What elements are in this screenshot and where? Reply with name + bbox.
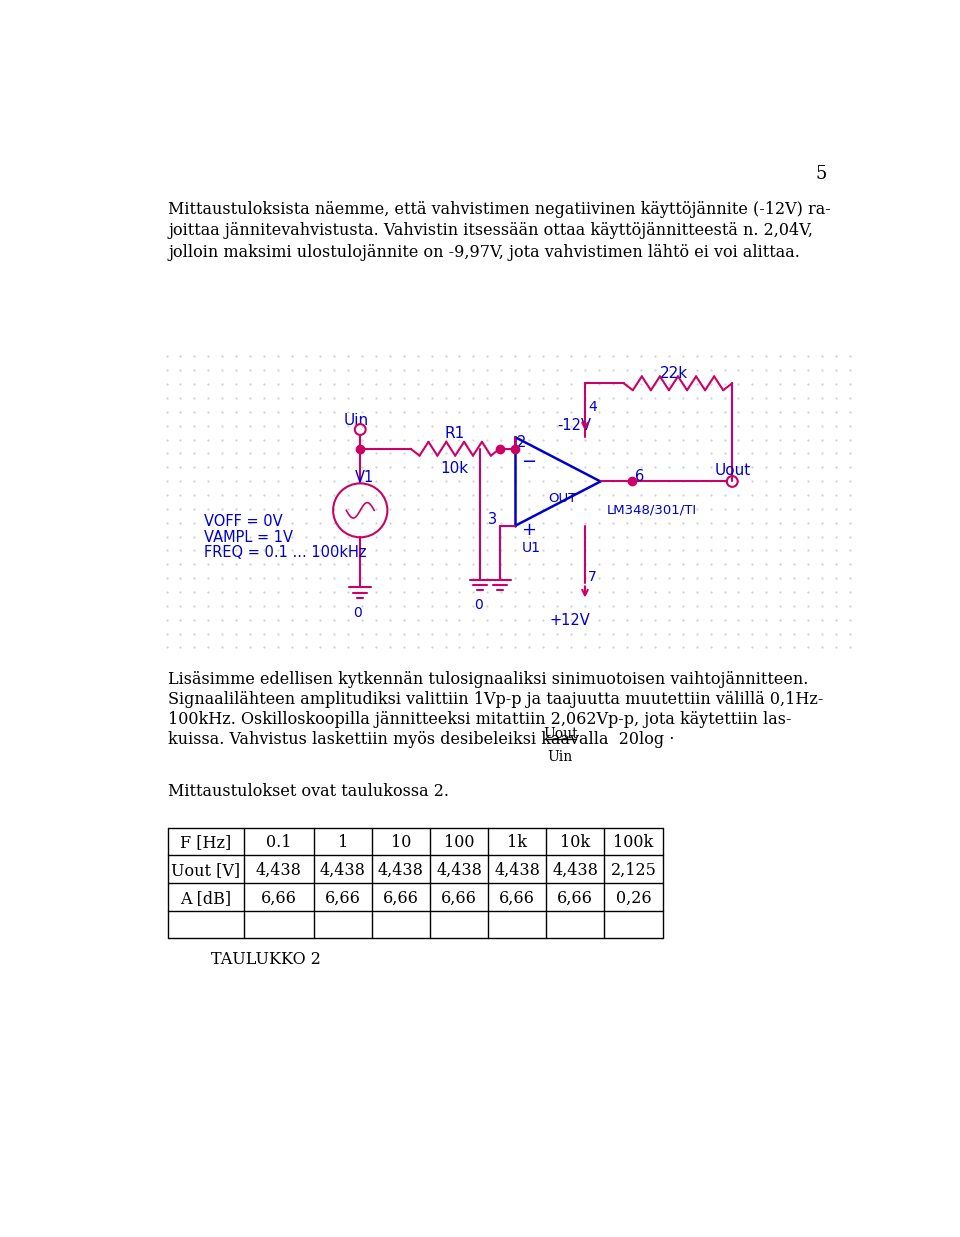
Text: LM348/301/TI: LM348/301/TI xyxy=(607,503,697,516)
Text: 2: 2 xyxy=(516,435,526,450)
Text: Mittaustuloksista näemme, että vahvistimen negatiivinen käyttöjännite (-12V) ra-: Mittaustuloksista näemme, että vahvistim… xyxy=(168,200,830,218)
Text: Uout [V]: Uout [V] xyxy=(172,862,241,880)
Text: 100kHz. Oskilloskoopilla jännitteeksi mitattiin 2,062Vp-p, jota käytettiin las-: 100kHz. Oskilloskoopilla jännitteeksi mi… xyxy=(168,710,792,727)
Text: 5: 5 xyxy=(815,166,827,183)
Text: −: − xyxy=(521,453,537,470)
Text: 6,66: 6,66 xyxy=(499,889,535,907)
Text: Mittaustulokset ovat taulukossa 2.: Mittaustulokset ovat taulukossa 2. xyxy=(168,783,449,800)
Text: 4,438: 4,438 xyxy=(436,862,482,880)
Text: 6,66: 6,66 xyxy=(324,889,361,907)
Text: 6,66: 6,66 xyxy=(442,889,477,907)
Text: 6,66: 6,66 xyxy=(558,889,593,907)
Text: Signaalilähteen amplitudiksi valittiin 1Vp-p ja taajuutta muutettiin välillä 0,1: Signaalilähteen amplitudiksi valittiin 1… xyxy=(168,690,824,708)
Text: OUT: OUT xyxy=(548,492,576,505)
Text: 100: 100 xyxy=(444,835,474,851)
Text: 0.1: 0.1 xyxy=(266,835,292,851)
Text: 3: 3 xyxy=(488,512,496,527)
Text: Uin: Uin xyxy=(547,750,573,763)
Text: TAULUKKO 2: TAULUKKO 2 xyxy=(210,951,321,967)
Text: 10: 10 xyxy=(391,835,411,851)
Text: 2,125: 2,125 xyxy=(611,862,657,880)
Text: 6: 6 xyxy=(635,469,644,484)
Text: 1: 1 xyxy=(338,835,348,851)
Text: F [Hz]: F [Hz] xyxy=(180,835,231,851)
Text: FREQ = 0.1 ... 100kHz: FREQ = 0.1 ... 100kHz xyxy=(204,546,366,560)
Text: VAMPL = 1V: VAMPL = 1V xyxy=(204,529,293,544)
Text: 4,438: 4,438 xyxy=(378,862,424,880)
Text: 0,26: 0,26 xyxy=(615,889,651,907)
Text: -12V: -12V xyxy=(557,418,591,433)
Text: 1k: 1k xyxy=(507,835,527,851)
Text: 0: 0 xyxy=(353,606,362,620)
Text: jolloin maksimi ulostulojännite on -9,97V, jota vahvistimen lähtö ei voi alittaa: jolloin maksimi ulostulojännite on -9,97… xyxy=(168,244,800,261)
Text: kuissa. Vahvistus laskettiin myös desibeleiksi kaavalla  20log ·: kuissa. Vahvistus laskettiin myös desibe… xyxy=(168,731,675,747)
Text: 0: 0 xyxy=(473,599,483,612)
Text: 6,66: 6,66 xyxy=(261,889,297,907)
Text: A [dB]: A [dB] xyxy=(180,889,231,907)
Text: 10k: 10k xyxy=(441,461,468,476)
Text: 22k: 22k xyxy=(660,366,688,381)
Text: U1: U1 xyxy=(521,541,540,555)
Text: R1: R1 xyxy=(444,426,465,440)
Text: VOFF = 0V: VOFF = 0V xyxy=(204,515,282,529)
Text: 4,438: 4,438 xyxy=(494,862,540,880)
Text: 4,438: 4,438 xyxy=(256,862,301,880)
Text: 100k: 100k xyxy=(613,835,654,851)
Text: +: + xyxy=(521,521,537,539)
Text: 6,66: 6,66 xyxy=(383,889,419,907)
Text: Lisäsimme edellisen kytkennän tulosignaaliksi sinimuotoisen vaihtojännitteen.: Lisäsimme edellisen kytkennän tulosignaa… xyxy=(168,670,808,688)
Text: joittaa jännitevahvistusta. Vahvistin itsessään ottaa käyttöjännitteestä n. 2,04: joittaa jännitevahvistusta. Vahvistin it… xyxy=(168,223,813,240)
Text: Uout: Uout xyxy=(714,463,751,477)
Text: 7: 7 xyxy=(588,569,597,584)
Text: 4,438: 4,438 xyxy=(320,862,366,880)
Text: 10k: 10k xyxy=(561,835,590,851)
Text: V1: V1 xyxy=(354,470,373,485)
Text: 4,438: 4,438 xyxy=(552,862,598,880)
Text: Uout: Uout xyxy=(543,726,578,741)
Text: 4: 4 xyxy=(588,401,597,414)
Text: Uin: Uin xyxy=(344,413,369,428)
Text: +12V: +12V xyxy=(549,612,589,627)
